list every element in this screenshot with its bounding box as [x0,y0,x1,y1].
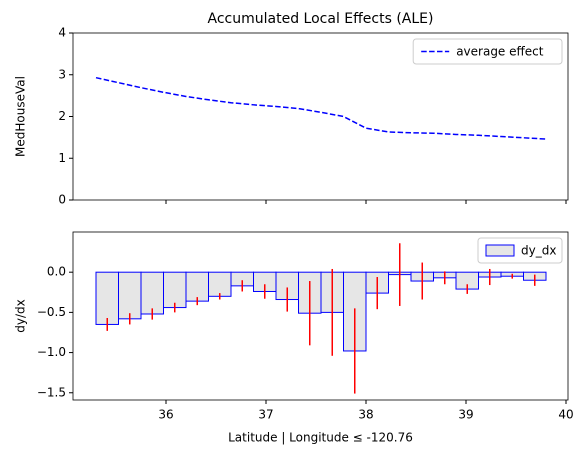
x-tick-label: 37 [258,408,273,422]
x-tick-label: 36 [158,408,173,422]
bar [163,271,187,309]
y-tick-label: −1.0 [37,345,66,359]
legend-box [477,237,563,264]
y-tick-label: 1 [58,151,66,165]
x-tick-label: 39 [458,408,473,422]
axes-frame [72,32,569,201]
y-tick-label: 2 [58,109,66,123]
y-tick-label: −1.5 [37,385,66,399]
axes-frame [72,231,569,401]
x-axis-label: Latitude | Longitude ≤ -120.76 [228,431,413,445]
bar [208,271,232,297]
y-tick-label: −0.5 [37,305,66,319]
x-tick-label: 40 [558,408,573,422]
x-tick-label: 38 [358,408,373,422]
average-effect-line [95,76,547,140]
legend-swatch [485,244,515,257]
y-tick-label: 0 [58,193,66,207]
bar [140,271,164,315]
y-axis-label: dy/dx [14,299,28,332]
y-tick-label: 0.0 [47,265,66,279]
bar [185,271,209,302]
y-tick-label: 4 [58,26,66,40]
legend-box [412,38,563,65]
legend-label: dy_dx [521,244,556,258]
y-tick-label: 3 [58,67,66,81]
y-axis-label: MedHouseVal [14,76,28,157]
chart-title: Accumulated Local Effects (ALE) [208,11,434,27]
bar [118,271,142,320]
bar [95,271,119,325]
legend-label: average effect [456,45,544,59]
